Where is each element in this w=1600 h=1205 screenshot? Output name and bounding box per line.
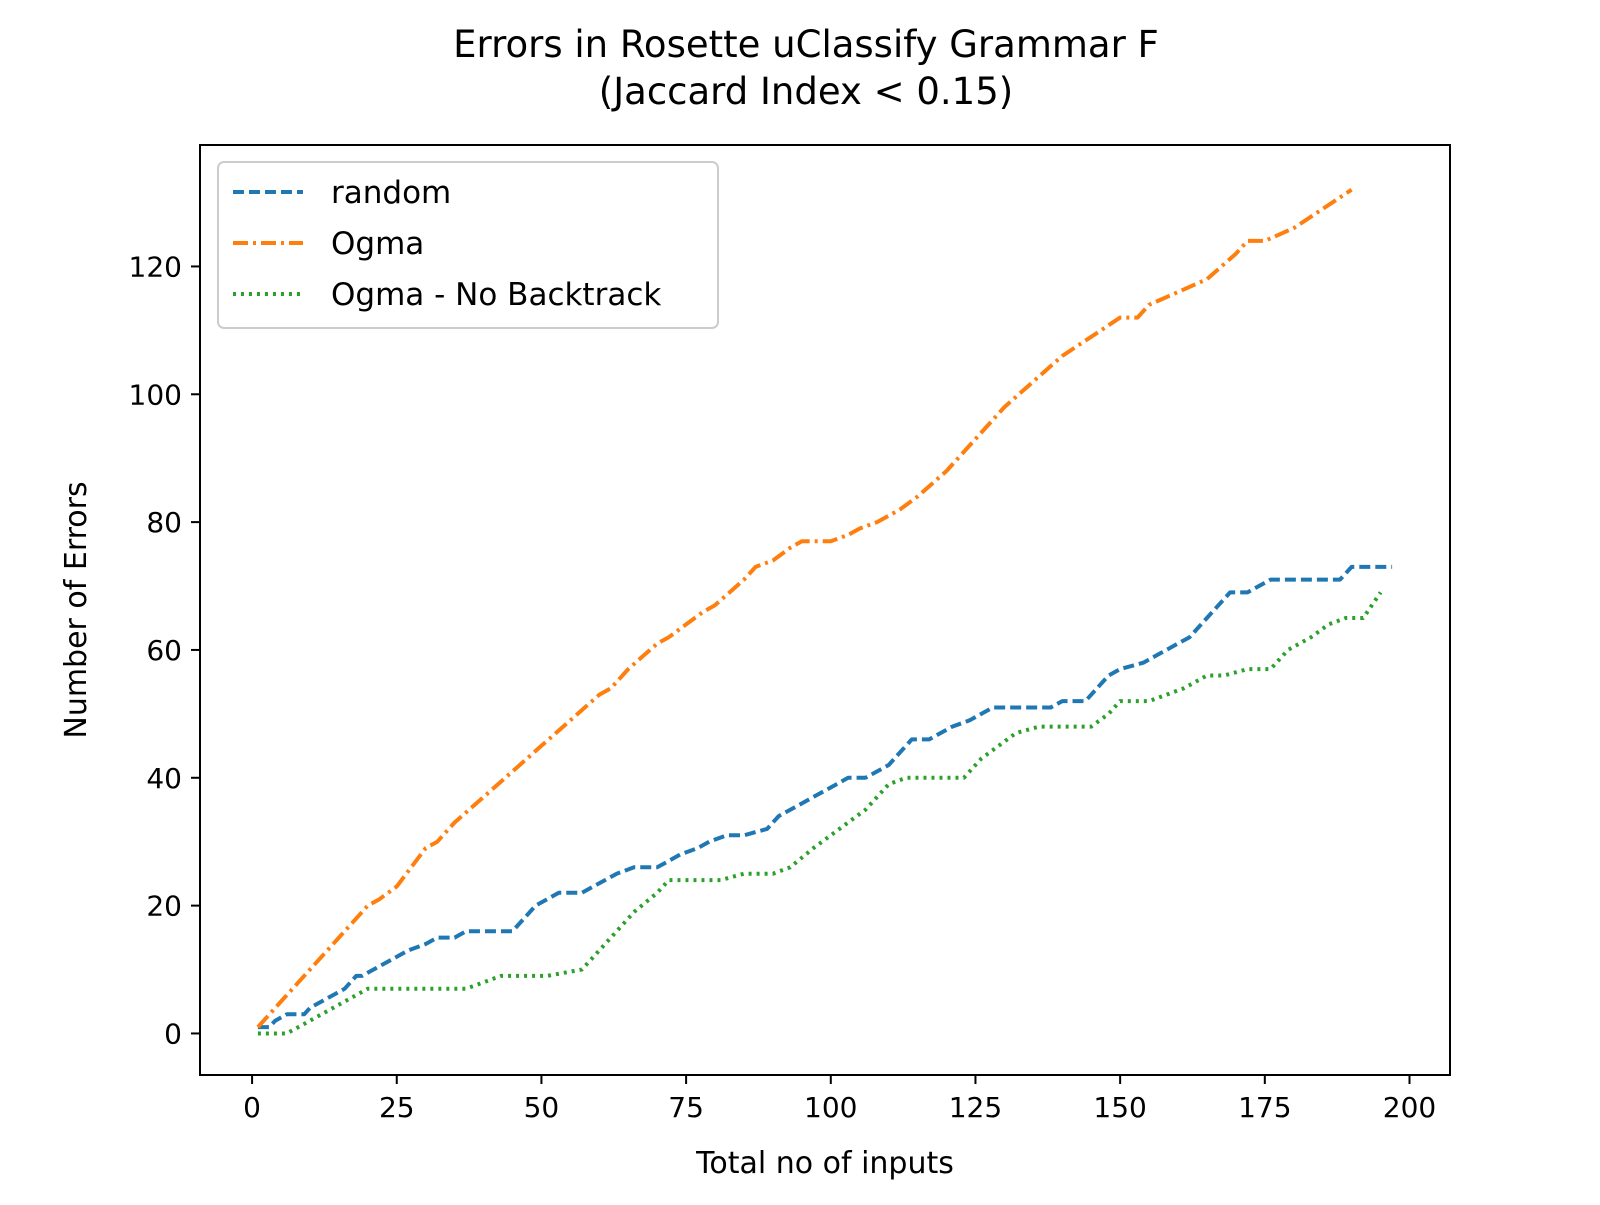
series-line-ogma-no-backtrack [257,591,1383,1036]
y-tick-label: 100 [129,378,182,411]
y-tick-label: 40 [146,762,182,795]
x-tick-label: 0 [243,1091,261,1124]
x-tick-label: 25 [379,1091,415,1124]
x-axis-label: Total no of inputs [695,1146,954,1181]
x-tick-label: 125 [949,1091,1002,1124]
x-tick-label: 100 [804,1091,857,1124]
y-tick-label: 60 [146,634,182,667]
y-tick-label: 80 [146,506,182,539]
y-tick-label: 120 [129,250,182,283]
legend-box [217,161,719,329]
x-tick-label: 175 [1238,1091,1291,1124]
y-axis: 0 20 40 60 80 100 120 [129,250,200,1050]
series-line-random [257,564,1393,1030]
x-tick-label: 50 [524,1091,560,1124]
plot-area-frame [199,144,1451,1076]
y-tick-label: 0 [164,1017,182,1050]
legend-label: Ogma - No Backtrack [331,277,661,313]
x-tick-label: 200 [1383,1091,1436,1124]
chart-subtitle: (Jaccard Index < 0.15) [599,70,1013,113]
y-tick-label: 20 [146,890,182,923]
x-axis: 0 25 50 75 100 125 150 175 200 [243,1075,1436,1124]
legend-label: random [331,175,451,211]
y-axis-label: Number of Errors [59,481,94,738]
legend: random Ogma Ogma - No Backtrack [217,161,719,329]
legend-entries: random Ogma Ogma - No Backtrack [233,175,661,313]
chart-title: Errors in Rosette uClassify Grammar F [453,23,1159,66]
x-tick-label: 150 [1093,1091,1146,1124]
series-line-ogma [256,188,1353,1029]
x-tick-label: 75 [668,1091,704,1124]
legend-label: Ogma [331,226,424,262]
series-group [256,188,1393,1036]
